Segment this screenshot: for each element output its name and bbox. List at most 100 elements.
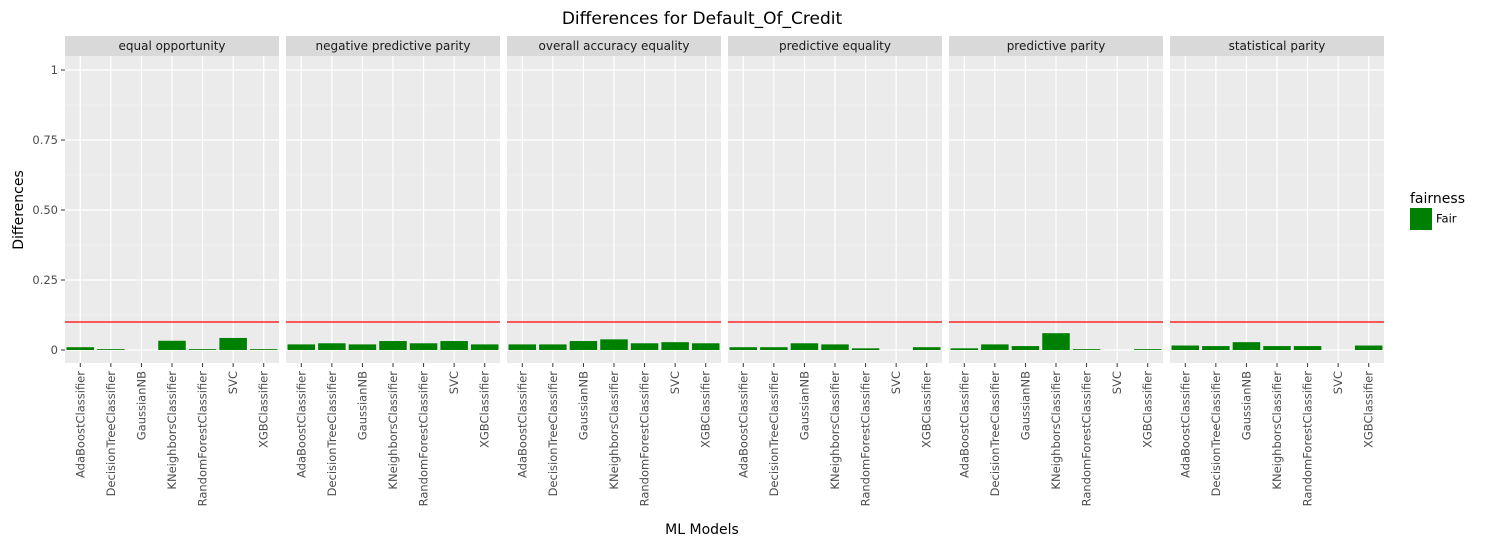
bar bbox=[981, 344, 1009, 350]
x-tick-label: XGBClassifier bbox=[920, 371, 934, 448]
x-tick-label: GaussianNB bbox=[797, 371, 811, 440]
x-tick-label: GaussianNB bbox=[134, 371, 148, 440]
x-tick-label: DecisionTreeClassifier bbox=[767, 371, 781, 497]
x-tick-label: GaussianNB bbox=[1239, 371, 1253, 440]
x-tick-label: AdaBoostClassifier bbox=[736, 371, 750, 478]
facet-panel: overall accuracy equality AdaBoostClassif… bbox=[507, 36, 721, 506]
facet-strip-label: negative predictive parity bbox=[316, 39, 471, 53]
y-tick-label: 0.25 bbox=[32, 273, 58, 287]
bar bbox=[1293, 346, 1322, 350]
x-tick-label: DecisionTreeClassifier bbox=[104, 371, 118, 497]
bar bbox=[691, 343, 720, 350]
bar bbox=[1263, 346, 1291, 350]
bar bbox=[66, 347, 95, 350]
x-tick-label: DecisionTreeClassifier bbox=[325, 371, 339, 497]
bar bbox=[409, 343, 438, 350]
y-tick-label: 0.75 bbox=[32, 133, 58, 147]
bar bbox=[630, 343, 659, 350]
x-tick-label: AdaBoostClassifier bbox=[957, 371, 971, 478]
bar bbox=[851, 348, 880, 350]
facet-strip bbox=[507, 36, 721, 56]
bar bbox=[1133, 349, 1162, 350]
bar bbox=[318, 343, 346, 350]
facet-strip-label: equal opportunity bbox=[118, 39, 225, 53]
x-tick-label: RandomForestClassifier bbox=[417, 371, 431, 507]
x-tick-label: SVC bbox=[1110, 371, 1124, 394]
legend: fairness Fair bbox=[1410, 191, 1465, 230]
bar bbox=[1072, 349, 1101, 350]
bar bbox=[219, 337, 247, 350]
facet-strip-label: statistical parity bbox=[1229, 39, 1326, 53]
x-tick-label: SVC bbox=[1331, 371, 1345, 394]
chart-title: Differences for Default_Of_Credit bbox=[562, 9, 843, 29]
bar bbox=[379, 341, 407, 350]
x-tick-label: KNeighborsClassifier bbox=[1049, 371, 1063, 490]
bar bbox=[249, 349, 278, 350]
y-tick-label: 1 bbox=[51, 63, 58, 77]
facet-strip bbox=[286, 36, 500, 56]
x-tick-label: DecisionTreeClassifier bbox=[546, 371, 560, 497]
facet-panel: predictive equality AdaBoostClassifier Dec… bbox=[728, 36, 942, 506]
x-tick-label: RandomForestClassifier bbox=[638, 371, 652, 507]
x-tick-label: KNeighborsClassifier bbox=[386, 371, 400, 490]
bar bbox=[508, 344, 537, 350]
bar bbox=[1171, 345, 1200, 350]
x-tick-label: SVC bbox=[447, 371, 461, 394]
x-tick-label: SVC bbox=[668, 371, 682, 394]
facet-strip bbox=[65, 36, 279, 56]
x-tick-label: AdaBoostClassifier bbox=[515, 371, 529, 478]
x-tick-label: KNeighborsClassifier bbox=[607, 371, 621, 490]
legend-title: fairness bbox=[1410, 191, 1465, 207]
bar bbox=[470, 344, 499, 350]
facet-strip-label: overall accuracy equality bbox=[539, 39, 690, 53]
bar bbox=[1042, 333, 1070, 350]
x-tick-label: GaussianNB bbox=[576, 371, 590, 440]
x-tick-label: XGBClassifier bbox=[257, 371, 271, 448]
x-tick-label: GaussianNB bbox=[1018, 371, 1032, 440]
x-tick-label: KNeighborsClassifier bbox=[165, 371, 179, 490]
x-tick-label: XGBClassifier bbox=[699, 371, 713, 448]
facet-strip bbox=[949, 36, 1163, 56]
x-tick-label: XGBClassifier bbox=[1141, 371, 1155, 448]
facet-strip bbox=[728, 36, 942, 56]
x-tick-label: AdaBoostClassifier bbox=[294, 371, 308, 478]
bar bbox=[950, 348, 979, 350]
y-tick-label: 0 bbox=[51, 343, 58, 357]
bar bbox=[912, 347, 941, 350]
x-tick-label: SVC bbox=[889, 371, 903, 394]
bar bbox=[661, 342, 689, 350]
facet-strip-label: predictive equality bbox=[779, 39, 891, 53]
legend-label: Fair bbox=[1436, 212, 1457, 226]
bar bbox=[821, 344, 849, 350]
facet-panels: 0 0.25 0.50 0.75 1 equal opportunity AdaBoostC… bbox=[32, 36, 1384, 506]
x-tick-label: SVC bbox=[226, 371, 240, 394]
x-tick-label: AdaBoostClassifier bbox=[1178, 371, 1192, 478]
x-tick-label: DecisionTreeClassifier bbox=[1209, 371, 1223, 497]
bar bbox=[1202, 346, 1230, 350]
legend-swatch bbox=[1410, 208, 1432, 230]
x-axis-title: ML Models bbox=[665, 522, 739, 538]
facet-strip-label: predictive parity bbox=[1007, 39, 1106, 53]
bar bbox=[760, 347, 788, 350]
facet-panel: equal opportunity AdaBoostClassifier Decis… bbox=[65, 36, 279, 506]
x-tick-label: XGBClassifier bbox=[478, 371, 492, 448]
x-tick-label: RandomForestClassifier bbox=[196, 371, 210, 507]
x-tick-label: XGBClassifier bbox=[1362, 371, 1376, 448]
x-tick-label: RandomForestClassifier bbox=[859, 371, 873, 507]
x-tick-label: KNeighborsClassifier bbox=[1270, 371, 1284, 490]
bar bbox=[600, 339, 628, 350]
bar bbox=[1232, 342, 1261, 350]
bar bbox=[729, 347, 758, 350]
bar bbox=[1011, 346, 1040, 350]
facet-strip bbox=[1170, 36, 1384, 56]
bar bbox=[790, 343, 819, 350]
facet-panel: predictive parity AdaBoostClassifier Decis… bbox=[949, 36, 1163, 506]
bar bbox=[539, 344, 567, 350]
facet-panel: statistical parity AdaBoostClassifier Deci… bbox=[1170, 36, 1384, 506]
x-tick-label: KNeighborsClassifier bbox=[828, 371, 842, 490]
bar bbox=[348, 344, 377, 350]
y-axis-title: Differences bbox=[11, 170, 27, 249]
x-tick-label: RandomForestClassifier bbox=[1080, 371, 1094, 507]
x-tick-label: DecisionTreeClassifier bbox=[988, 371, 1002, 497]
facet-panel: negative predictive parity AdaBoostClassi… bbox=[286, 36, 500, 506]
